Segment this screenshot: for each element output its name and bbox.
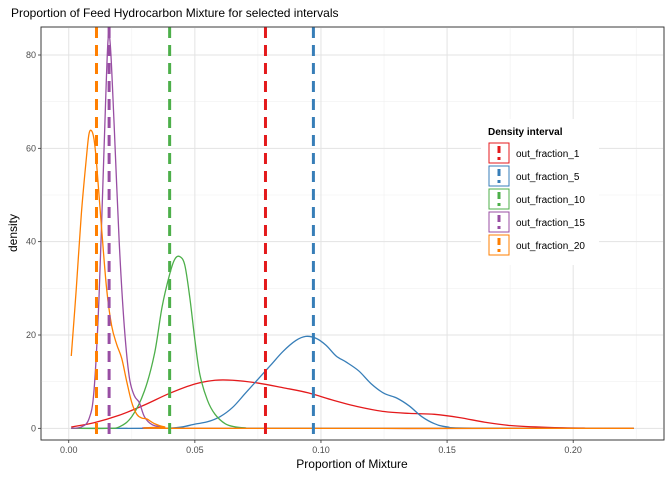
y-tick-label: 40	[26, 237, 36, 247]
y-axis: 0 20 40 60 80	[26, 50, 41, 433]
legend-label: out_fraction_1	[516, 149, 580, 160]
legend-item: out_fraction_1	[488, 142, 580, 164]
mean-lines	[94, 27, 315, 440]
x-tick-label: 0.10	[312, 445, 330, 455]
legend-label: out_fraction_10	[516, 195, 585, 206]
legend-item: out_fraction_10	[488, 188, 585, 210]
y-tick-label: 0	[31, 423, 36, 433]
y-axis-title: density	[6, 214, 20, 252]
legend-label: out_fraction_20	[516, 241, 585, 252]
legend-label: out_fraction_15	[516, 218, 585, 229]
grid	[41, 27, 664, 440]
x-axis-title: Proportion of Mixture	[296, 457, 408, 471]
legend-title: Density interval	[488, 127, 563, 138]
x-tick-label: 0.20	[564, 445, 582, 455]
x-tick-label: 0.05	[186, 445, 204, 455]
legend: Density interval out_fraction_1 out_fract…	[481, 119, 599, 265]
density-curve-out-fraction-20	[70, 129, 634, 430]
legend-label: out_fraction_5	[516, 172, 580, 183]
legend-item: out_fraction_5	[488, 165, 580, 187]
y-tick-label: 20	[26, 330, 36, 340]
chart-title: Proportion of Feed Hydrocarbon Mixture f…	[11, 6, 339, 20]
legend-item: out_fraction_15	[488, 211, 585, 233]
y-tick-label: 80	[26, 50, 36, 60]
legend-item: out_fraction_20	[488, 234, 585, 256]
x-tick-label: 0.00	[60, 445, 78, 455]
y-tick-label: 60	[26, 143, 36, 153]
density-curve-out-fraction-1	[71, 379, 634, 429]
x-axis: 0.00 0.05 0.10 0.15 0.20	[60, 440, 582, 455]
plot-border	[40, 26, 665, 441]
x-tick-label: 0.15	[438, 445, 456, 455]
